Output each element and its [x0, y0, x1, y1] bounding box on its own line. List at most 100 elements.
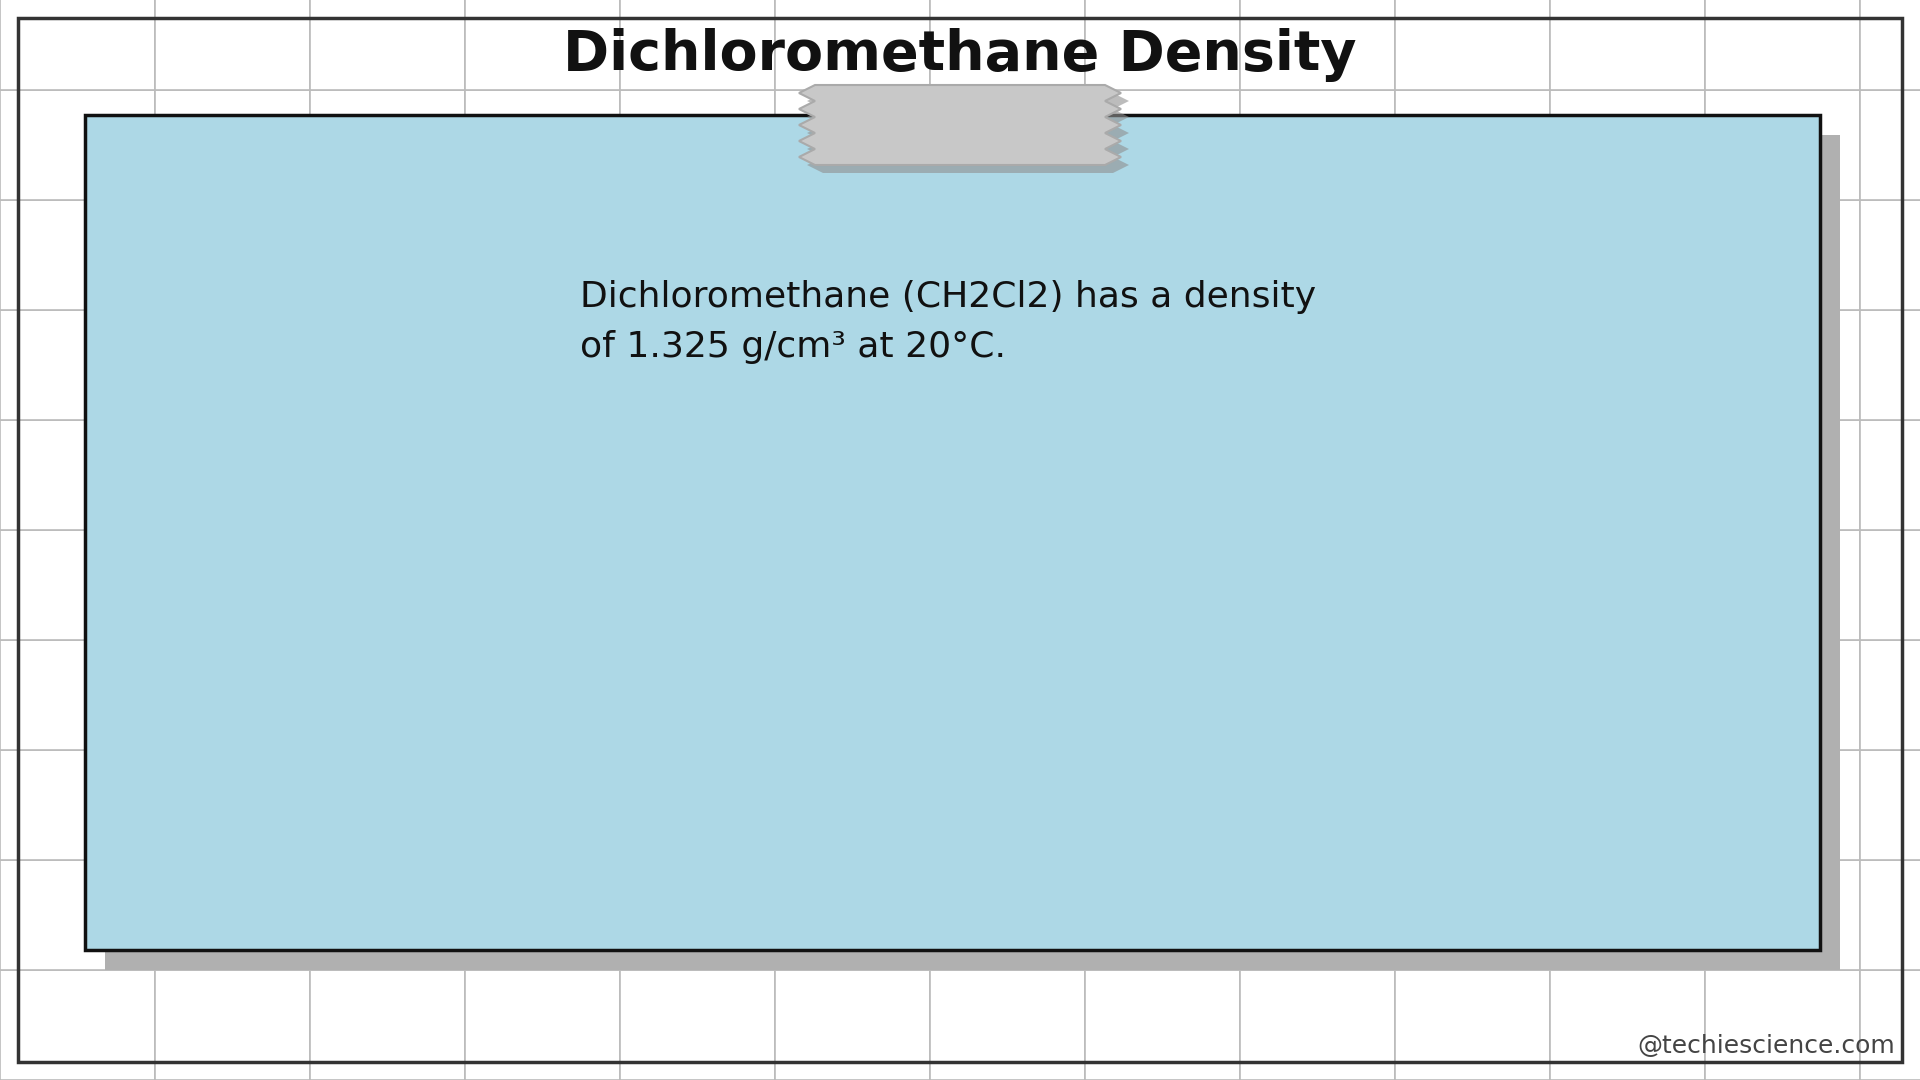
Bar: [0, 0, 156, 90]
Bar: [1549, 860, 1705, 970]
Bar: [465, 0, 620, 90]
Bar: [465, 420, 620, 530]
Bar: [309, 200, 465, 310]
Bar: [1549, 420, 1705, 530]
Bar: [0, 420, 156, 530]
Bar: [1240, 860, 1396, 970]
Bar: [465, 530, 620, 640]
Bar: [1705, 750, 1860, 860]
Bar: [0, 310, 156, 420]
Bar: [1085, 0, 1240, 90]
Bar: [1085, 310, 1240, 420]
Bar: [1240, 310, 1396, 420]
Bar: [620, 310, 776, 420]
Bar: [309, 90, 465, 200]
Bar: [465, 200, 620, 310]
Bar: [1396, 860, 1549, 970]
Bar: [1549, 640, 1705, 750]
Bar: [1549, 310, 1705, 420]
Bar: [1396, 90, 1549, 200]
Bar: [620, 860, 776, 970]
Bar: [156, 420, 309, 530]
Bar: [465, 310, 620, 420]
Bar: [1085, 90, 1240, 200]
Bar: [1240, 970, 1396, 1080]
Bar: [776, 860, 929, 970]
Text: @techiescience.com: @techiescience.com: [1638, 1034, 1895, 1058]
Polygon shape: [799, 85, 1121, 165]
Bar: [156, 200, 309, 310]
Bar: [1705, 970, 1860, 1080]
Bar: [1085, 970, 1240, 1080]
Bar: [465, 970, 620, 1080]
Bar: [776, 0, 929, 90]
Bar: [929, 860, 1085, 970]
Polygon shape: [806, 93, 1129, 173]
Bar: [1240, 90, 1396, 200]
Bar: [620, 970, 776, 1080]
Bar: [620, 420, 776, 530]
Bar: [776, 420, 929, 530]
Bar: [106, 135, 1839, 970]
Bar: [156, 750, 309, 860]
Bar: [309, 860, 465, 970]
Bar: [0, 200, 156, 310]
Bar: [929, 420, 1085, 530]
Bar: [1085, 750, 1240, 860]
Bar: [929, 530, 1085, 640]
Bar: [1085, 860, 1240, 970]
Bar: [1549, 0, 1705, 90]
Bar: [1240, 750, 1396, 860]
Bar: [1860, 970, 1920, 1080]
Bar: [1549, 750, 1705, 860]
Bar: [1549, 90, 1705, 200]
Bar: [929, 310, 1085, 420]
Bar: [1860, 860, 1920, 970]
Bar: [309, 640, 465, 750]
Bar: [1860, 310, 1920, 420]
Bar: [1705, 0, 1860, 90]
Bar: [929, 200, 1085, 310]
Text: Dichloromethane Density: Dichloromethane Density: [563, 28, 1357, 82]
Bar: [620, 0, 776, 90]
Bar: [1085, 530, 1240, 640]
Bar: [620, 640, 776, 750]
Bar: [465, 640, 620, 750]
Bar: [309, 310, 465, 420]
Bar: [0, 640, 156, 750]
Bar: [0, 90, 156, 200]
Bar: [776, 750, 929, 860]
Bar: [620, 200, 776, 310]
Bar: [156, 530, 309, 640]
Bar: [776, 90, 929, 200]
Bar: [309, 0, 465, 90]
Bar: [465, 750, 620, 860]
Bar: [1705, 200, 1860, 310]
Bar: [929, 970, 1085, 1080]
Bar: [776, 200, 929, 310]
Bar: [1549, 970, 1705, 1080]
Bar: [465, 860, 620, 970]
Text: of 1.325 g/cm³ at 20°C.: of 1.325 g/cm³ at 20°C.: [580, 330, 1006, 364]
Bar: [1549, 200, 1705, 310]
Bar: [156, 860, 309, 970]
Bar: [776, 970, 929, 1080]
Bar: [309, 970, 465, 1080]
Bar: [1860, 640, 1920, 750]
Bar: [620, 90, 776, 200]
Bar: [1085, 640, 1240, 750]
Bar: [620, 750, 776, 860]
Bar: [1396, 200, 1549, 310]
Bar: [1396, 970, 1549, 1080]
Bar: [929, 90, 1085, 200]
Bar: [1396, 640, 1549, 750]
Bar: [0, 750, 156, 860]
Bar: [620, 530, 776, 640]
Bar: [1705, 860, 1860, 970]
Bar: [309, 750, 465, 860]
Bar: [1860, 530, 1920, 640]
Bar: [1085, 420, 1240, 530]
Bar: [156, 970, 309, 1080]
Bar: [0, 530, 156, 640]
Bar: [1085, 200, 1240, 310]
